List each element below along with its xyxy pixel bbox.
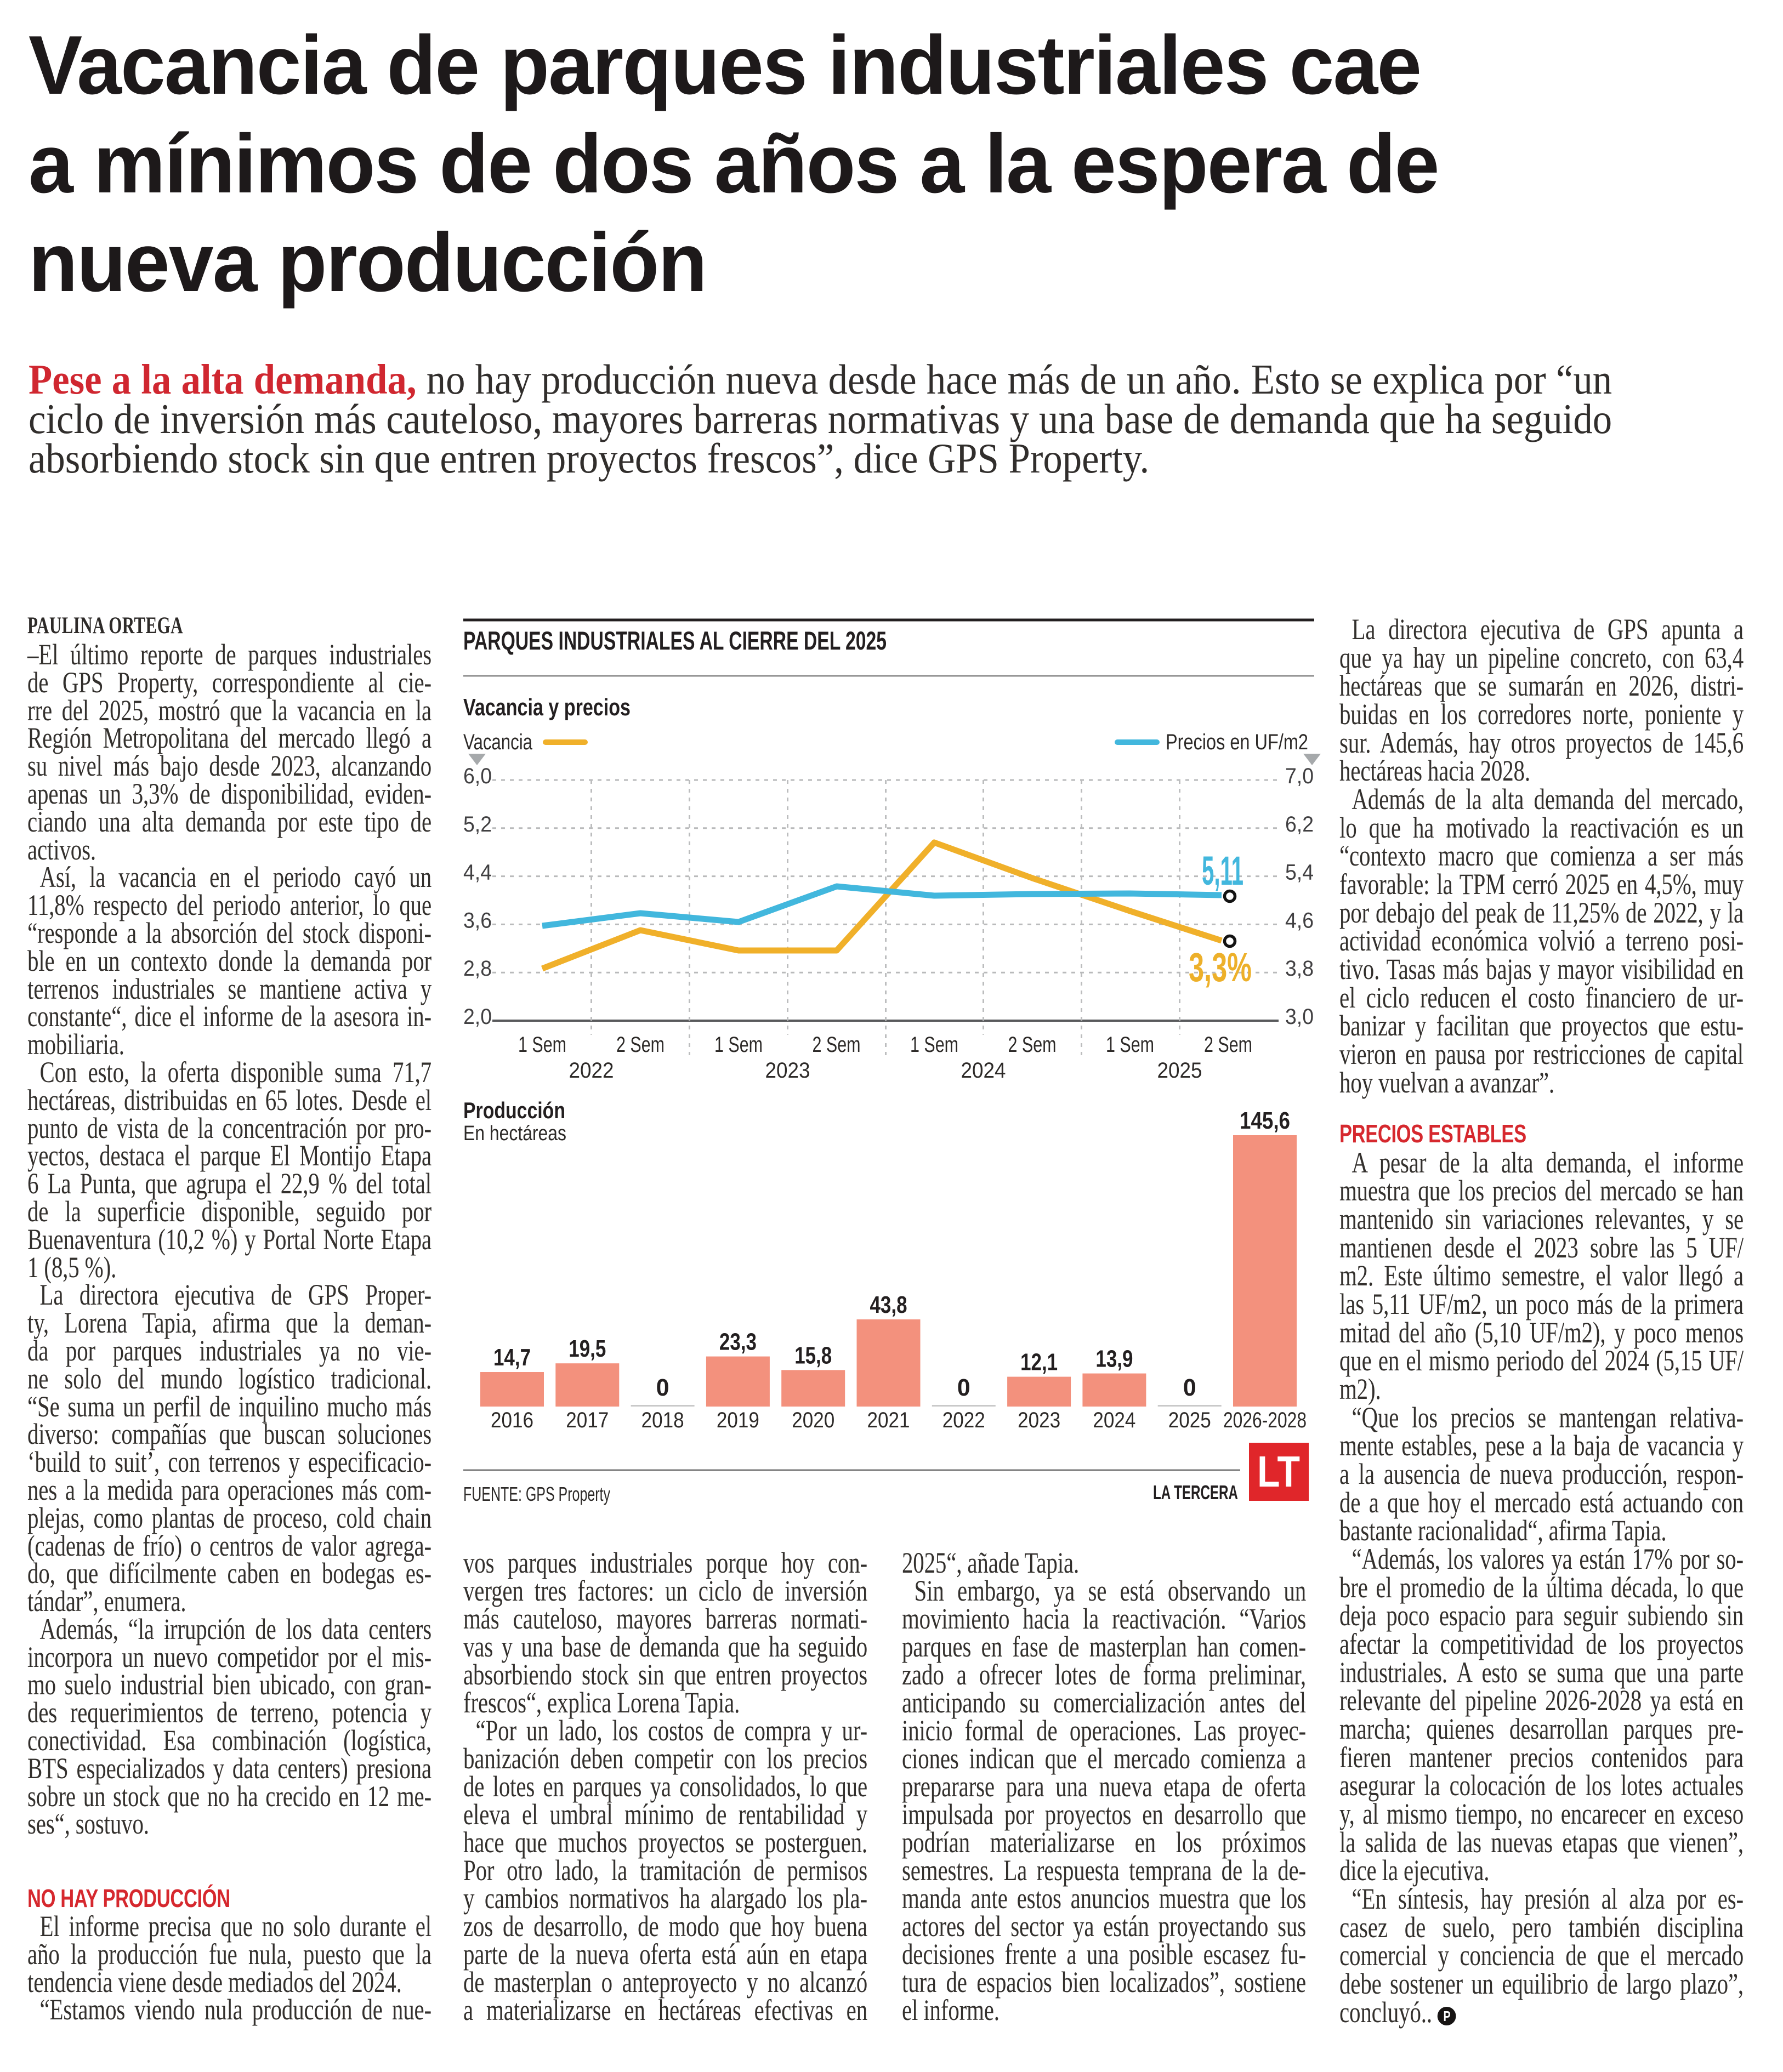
svg-text:FUENTE: GPS Property: FUENTE: GPS Property <box>463 1483 610 1505</box>
svg-text:2 Sem: 2 Sem <box>616 1033 665 1057</box>
svg-text:Vacancia: Vacancia <box>463 730 533 754</box>
svg-text:Producción: Producción <box>463 1097 565 1123</box>
svg-text:3,6: 3,6 <box>463 908 492 932</box>
svg-text:4,4: 4,4 <box>463 861 492 885</box>
svg-text:2017: 2017 <box>566 1408 609 1432</box>
svg-text:2023: 2023 <box>1018 1408 1060 1432</box>
svg-text:23,3: 23,3 <box>719 1329 757 1356</box>
svg-text:5,11: 5,11 <box>1202 848 1243 893</box>
svg-text:0: 0 <box>656 1374 669 1401</box>
svg-text:14,7: 14,7 <box>493 1344 531 1371</box>
svg-text:0: 0 <box>1183 1374 1196 1401</box>
svg-text:15,8: 15,8 <box>794 1342 832 1369</box>
svg-text:2025: 2025 <box>1168 1408 1211 1432</box>
svg-text:1 Sem: 1 Sem <box>910 1033 958 1057</box>
svg-text:0: 0 <box>957 1374 970 1401</box>
svg-text:6,0: 6,0 <box>463 764 492 788</box>
svg-text:19,5: 19,5 <box>569 1335 606 1362</box>
svg-text:2026-2028: 2026-2028 <box>1223 1408 1307 1432</box>
svg-text:2025: 2025 <box>1157 1058 1202 1083</box>
svg-text:2018: 2018 <box>641 1408 684 1432</box>
svg-text:13,9: 13,9 <box>1095 1346 1133 1373</box>
svg-text:1 Sem: 1 Sem <box>518 1033 566 1057</box>
svg-text:2,8: 2,8 <box>463 957 492 981</box>
svg-text:En hectáreas: En hectáreas <box>463 1122 566 1145</box>
svg-text:2024: 2024 <box>961 1058 1006 1083</box>
svg-text:4,6: 4,6 <box>1285 908 1314 932</box>
svg-text:2022: 2022 <box>569 1058 614 1083</box>
svg-text:5,4: 5,4 <box>1285 861 1314 885</box>
svg-text:2020: 2020 <box>792 1408 834 1432</box>
svg-text:3,0: 3,0 <box>1285 1005 1314 1029</box>
svg-text:Precios en UF/m2: Precios en UF/m2 <box>1166 730 1308 754</box>
svg-text:LT: LT <box>1257 1447 1300 1496</box>
svg-text:7,0: 7,0 <box>1285 764 1314 788</box>
svg-text:2016: 2016 <box>491 1408 533 1432</box>
svg-text:3,8: 3,8 <box>1285 957 1314 981</box>
svg-text:2023: 2023 <box>765 1058 810 1083</box>
svg-text:2 Sem: 2 Sem <box>1204 1033 1252 1057</box>
svg-text:2 Sem: 2 Sem <box>1008 1033 1057 1057</box>
svg-text:2,0: 2,0 <box>463 1005 492 1029</box>
svg-text:145,6: 145,6 <box>1240 1107 1290 1134</box>
svg-text:2021: 2021 <box>867 1408 910 1432</box>
svg-text:1 Sem: 1 Sem <box>1106 1033 1154 1057</box>
svg-text:2019: 2019 <box>717 1408 759 1432</box>
svg-text:PARQUES INDUSTRIALES AL CIERRE: PARQUES INDUSTRIALES AL CIERRE DEL 2025 <box>463 626 887 655</box>
svg-text:Vacancia y precios: Vacancia y precios <box>463 694 631 721</box>
svg-text:5,2: 5,2 <box>463 812 492 836</box>
svg-text:1 Sem: 1 Sem <box>714 1033 763 1057</box>
svg-text:6,2: 6,2 <box>1285 812 1314 836</box>
svg-text:3,3%: 3,3% <box>1189 944 1252 990</box>
svg-text:43,8: 43,8 <box>870 1291 907 1318</box>
svg-text:2022: 2022 <box>942 1408 985 1432</box>
svg-text:2 Sem: 2 Sem <box>813 1033 861 1057</box>
svg-text:LA TERCERA: LA TERCERA <box>1153 1481 1238 1504</box>
svg-text:2024: 2024 <box>1093 1408 1135 1432</box>
svg-text:12,1: 12,1 <box>1020 1349 1058 1376</box>
